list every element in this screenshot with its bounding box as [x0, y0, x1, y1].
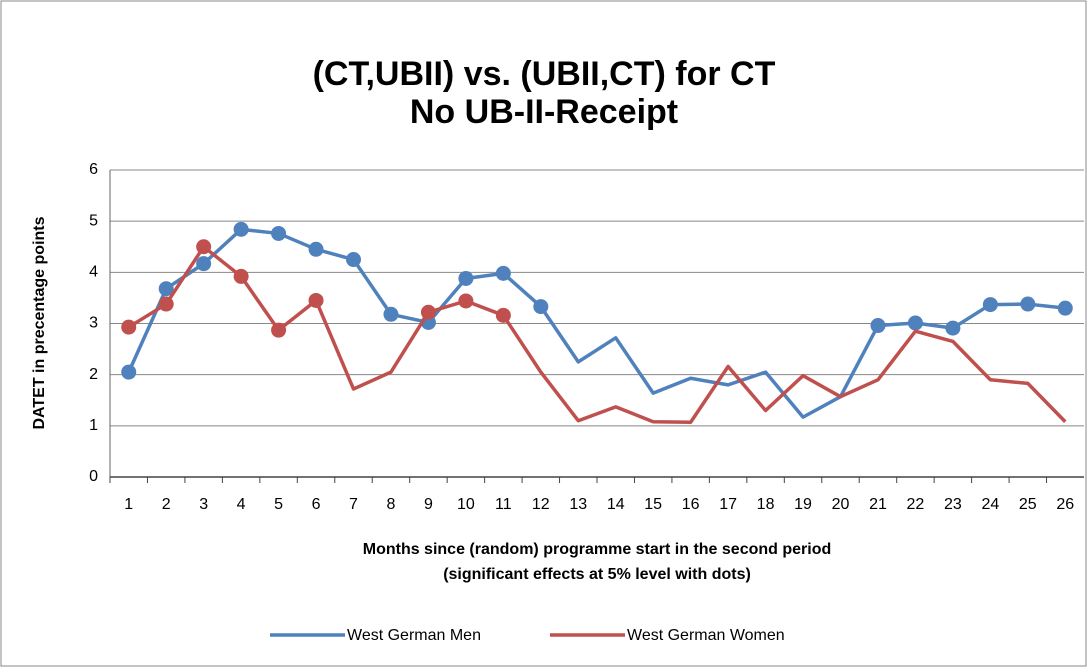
data-point — [158, 296, 174, 312]
data-point — [271, 225, 287, 241]
data-point — [121, 364, 137, 380]
data-point — [308, 292, 324, 308]
x-tick-label: 23 — [944, 496, 962, 513]
chart-title: (CT,UBII) vs. (UBII,CT) for CT — [313, 55, 776, 93]
x-tick-label: 2 — [162, 496, 171, 513]
x-tick-label: 10 — [457, 496, 475, 513]
data-point — [271, 322, 287, 338]
x-tick-label: 12 — [532, 496, 550, 513]
data-point — [233, 221, 249, 237]
x-tick-label: 19 — [794, 496, 812, 513]
y-tick-label: 2 — [89, 366, 98, 383]
y-tick-label: 1 — [89, 417, 98, 434]
data-point — [495, 307, 511, 323]
series-line — [127, 245, 1067, 425]
data-point — [158, 281, 174, 297]
data-point — [383, 306, 399, 322]
x-axis-title: Months since (random) programme start in… — [363, 541, 832, 558]
legend-label: West German Men — [347, 627, 481, 644]
data-point — [121, 319, 137, 335]
data-point — [533, 299, 549, 315]
x-tick-label: 14 — [607, 496, 625, 513]
x-tick-label: 20 — [832, 496, 850, 513]
data-point — [233, 268, 249, 284]
data-point — [458, 270, 474, 286]
data-point — [196, 239, 212, 255]
x-tick-label: 16 — [682, 496, 700, 513]
x-tick-label: 4 — [237, 496, 246, 513]
x-tick-label: 17 — [719, 496, 737, 513]
data-point — [420, 304, 436, 320]
y-axis-title: DATET in precentage points — [31, 216, 48, 429]
x-tick-label: 11 — [495, 496, 512, 513]
y-tick-label: 0 — [89, 468, 98, 485]
data-point — [346, 252, 361, 268]
x-tick-label: 1 — [124, 496, 133, 513]
x-tick-label: 22 — [907, 496, 925, 513]
data-point — [945, 320, 961, 336]
y-tick-label: 6 — [89, 161, 98, 178]
data-point — [196, 256, 212, 272]
x-axis-title: (significant effects at 5% level with do… — [443, 566, 751, 583]
data-point — [458, 293, 474, 309]
data-point — [1020, 296, 1036, 312]
data-point — [495, 265, 511, 281]
data-point — [907, 315, 923, 331]
x-tick-label: 26 — [1056, 496, 1074, 513]
legend-label: West German Women — [627, 627, 785, 644]
x-tick-label: 7 — [349, 496, 358, 513]
x-tick-label: 6 — [312, 496, 321, 513]
y-tick-label: 3 — [89, 315, 98, 332]
x-tick-label: 13 — [569, 496, 587, 513]
y-tick-label: 5 — [89, 212, 98, 229]
chart-title: No UB-II-Receipt — [410, 93, 678, 131]
y-tick-label: 4 — [89, 264, 98, 281]
x-tick-label: 21 — [869, 496, 887, 513]
x-tick-label: 9 — [424, 496, 433, 513]
x-tick-label: 15 — [644, 496, 662, 513]
x-tick-label: 24 — [981, 496, 999, 513]
data-point — [308, 241, 324, 257]
x-tick-label: 18 — [757, 496, 775, 513]
x-tick-label: 5 — [274, 496, 283, 513]
x-tick-label: 25 — [1019, 496, 1037, 513]
data-point — [1057, 300, 1073, 316]
data-point — [870, 318, 886, 334]
x-tick-label: 8 — [387, 496, 396, 513]
x-tick-label: 3 — [199, 496, 208, 513]
data-point — [982, 297, 998, 313]
